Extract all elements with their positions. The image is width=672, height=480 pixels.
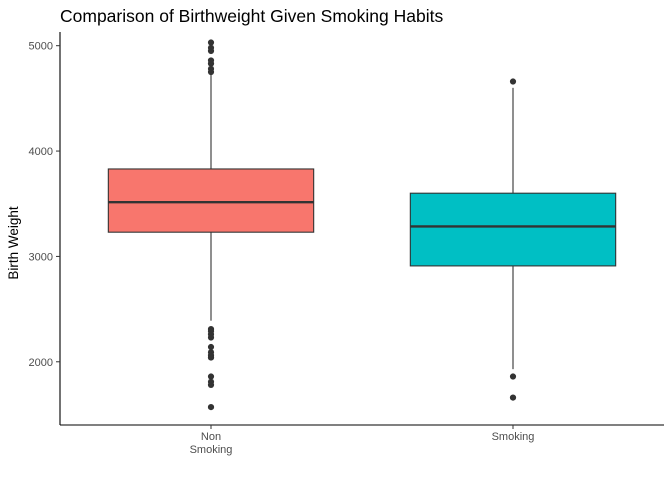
y-tick-label: 5000	[29, 41, 53, 53]
outlier-point	[207, 60, 215, 67]
outlier-point	[207, 47, 215, 55]
outlier-point	[509, 394, 517, 401]
box	[107, 168, 315, 233]
box-series	[107, 39, 617, 411]
outlier-point	[207, 373, 215, 380]
outlier-point	[509, 373, 517, 380]
box-group	[107, 39, 315, 411]
outlier-point	[207, 334, 215, 341]
outlier-point	[207, 354, 215, 361]
x-tick-label: Smoking	[492, 431, 535, 443]
outlier-point	[207, 381, 215, 389]
x-tick-label-line: Smoking	[190, 444, 233, 456]
chart-title: Comparison of Birthweight Given Smoking …	[60, 6, 443, 26]
outlier-point	[207, 403, 215, 411]
y-axis-ticks: 2000 3000 4000 5000	[29, 41, 60, 369]
x-tick-label: Non Smoking	[190, 431, 233, 456]
y-tick-label: 4000	[29, 146, 53, 158]
x-tick-label-line: Non	[201, 431, 221, 443]
box	[409, 192, 617, 267]
box-group	[409, 78, 617, 401]
y-axis-label: Birth Weight	[6, 206, 21, 280]
outlier-point	[509, 78, 517, 85]
y-tick-label: 2000	[29, 357, 53, 369]
outlier-point	[207, 68, 215, 76]
outlier-point	[207, 39, 215, 46]
x-tick-label-line: Smoking	[492, 431, 535, 443]
outlier-point	[207, 343, 215, 351]
y-tick-label: 3000	[29, 251, 53, 263]
